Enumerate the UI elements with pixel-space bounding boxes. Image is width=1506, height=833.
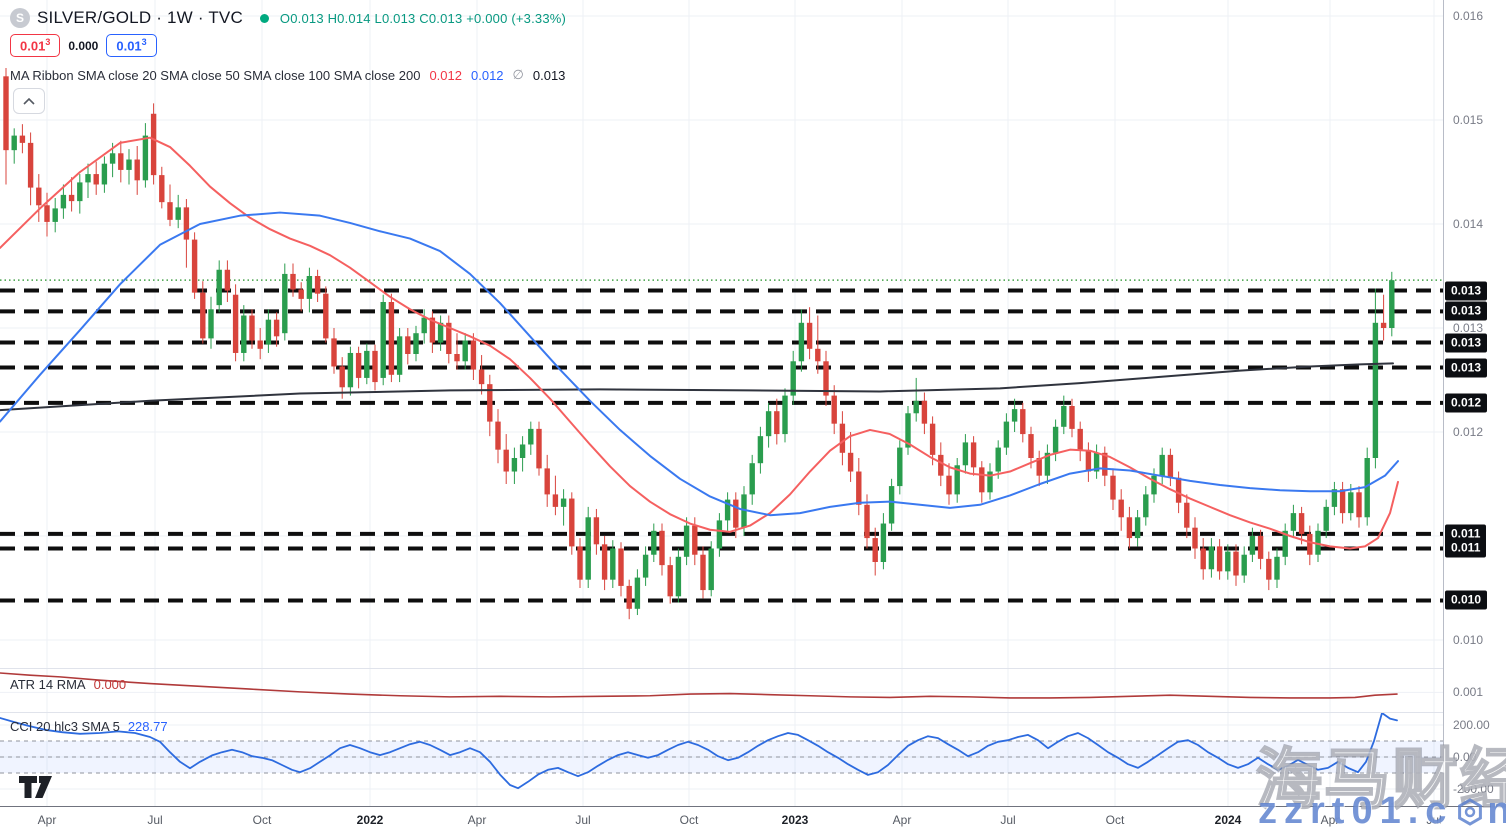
axis-tick-label: 0.00	[1453, 750, 1477, 764]
symbol-logo-icon: S	[10, 8, 30, 28]
axis-tick-label: 0.015	[1453, 113, 1484, 127]
time-axis[interactable]: Apr Jul Oct 2022 Apr Jul Oct 2023 Apr Jul Oct 2024 A…	[0, 806, 1506, 833]
axis-tick-label: 0.016	[1453, 9, 1484, 23]
time-axis-label: Jul	[575, 813, 591, 827]
cci-pane-legend[interactable]: CCI 20 hlc3 SMA 5 228.77	[10, 719, 168, 734]
time-axis-label: Oct	[1105, 813, 1125, 827]
tradingview-logo[interactable]	[19, 776, 55, 798]
sma100-value: ∅	[512, 67, 524, 82]
axis-price-badge: 0.012	[1445, 393, 1488, 413]
axis-tick-label: 0.014	[1453, 217, 1484, 231]
watermark-url-left: zzrt01.c	[1258, 790, 1454, 832]
axis-tick-label: -200.00	[1453, 782, 1494, 796]
chart-plot-area[interactable]	[0, 0, 1443, 806]
market-status-icon[interactable]	[259, 13, 269, 23]
watermark-url: zzrt01.c n	[1258, 790, 1506, 833]
time-axis-label: Oct	[252, 813, 272, 827]
atr-label: ATR 14 RMA	[10, 677, 86, 692]
axis-price-badge: 0.010	[1445, 590, 1488, 610]
sma20-value: 0.012	[429, 67, 462, 83]
price-axis[interactable]: 0.016 0.015 0.014 0.013 0.012 0.011 0.010 0.001…	[1443, 0, 1506, 806]
hexagon-icon	[1458, 797, 1483, 826]
pane-separator-atr[interactable]	[0, 668, 1506, 669]
cci-value: 228.77	[127, 719, 168, 734]
time-axis-label: 2024	[1214, 813, 1242, 827]
axis-price-badge: 0.013	[1445, 333, 1488, 353]
time-axis-label: Apr	[467, 813, 487, 827]
axis-tick-label: 0.012	[1453, 425, 1484, 439]
collapse-legend-button[interactable]	[13, 88, 45, 114]
time-axis-label: Apr	[1320, 813, 1340, 827]
time-axis-label: Jul	[1000, 813, 1016, 827]
chevron-up-icon	[23, 97, 35, 105]
sma50-value: 0.012	[471, 67, 504, 83]
symbol-title[interactable]: SILVER/GOLD · 1W · TVC	[37, 8, 243, 27]
ma-ribbon-legend[interactable]: MA Ribbon SMA close 20 SMA close 50 SMA …	[10, 67, 565, 83]
sell-button[interactable]: 0.013	[10, 34, 61, 58]
cci-label: CCI 20 hlc3 SMA 5	[10, 719, 120, 734]
atr-value: 0.000	[93, 677, 127, 692]
ma-ribbon-label: MA Ribbon SMA close 20 SMA close 50 SMA …	[10, 67, 421, 83]
time-axis-label: Oct	[679, 813, 699, 827]
axis-tick-label: 200.00	[1453, 718, 1490, 732]
sma200-value: 0.013	[532, 67, 566, 83]
atr-pane-legend[interactable]: ATR 14 RMA 0.000	[10, 677, 126, 692]
time-axis-label: 2022	[356, 813, 384, 827]
pane-separator-cci[interactable]	[0, 712, 1506, 713]
axis-price-badge: 0.013	[1445, 358, 1488, 378]
axis-price-badge: 0.011	[1445, 524, 1487, 544]
ohlc-values: O0.013 H0.014 L0.013 C0.013 +0.000 (+3.3…	[279, 10, 567, 26]
time-axis-label: Jul	[147, 813, 163, 827]
axis-price-badge: 0.013	[1445, 281, 1488, 301]
symbol-legend: S SILVER/GOLD · 1W · TVC O0.013 H0.014 L…	[10, 8, 566, 28]
time-axis-label: Apr	[37, 813, 57, 827]
time-axis-label: Jul	[1426, 813, 1442, 827]
watermark-url-right: n	[1487, 790, 1506, 833]
spread-value: 0.000	[68, 38, 99, 53]
axis-tick-label: 0.010	[1453, 633, 1484, 647]
axis-price-badge: 0.013	[1445, 301, 1488, 321]
buy-button[interactable]: 0.013	[106, 34, 157, 58]
axis-tick-label: 0.013	[1453, 321, 1484, 335]
quote-row: 0.013 0.000 0.013	[10, 34, 157, 58]
time-axis-label: 2023	[781, 813, 809, 827]
axis-price-badge: 0.011	[1445, 538, 1487, 558]
axis-tick-label: 0.001	[1453, 685, 1484, 700]
time-axis-label: Apr	[892, 813, 912, 827]
